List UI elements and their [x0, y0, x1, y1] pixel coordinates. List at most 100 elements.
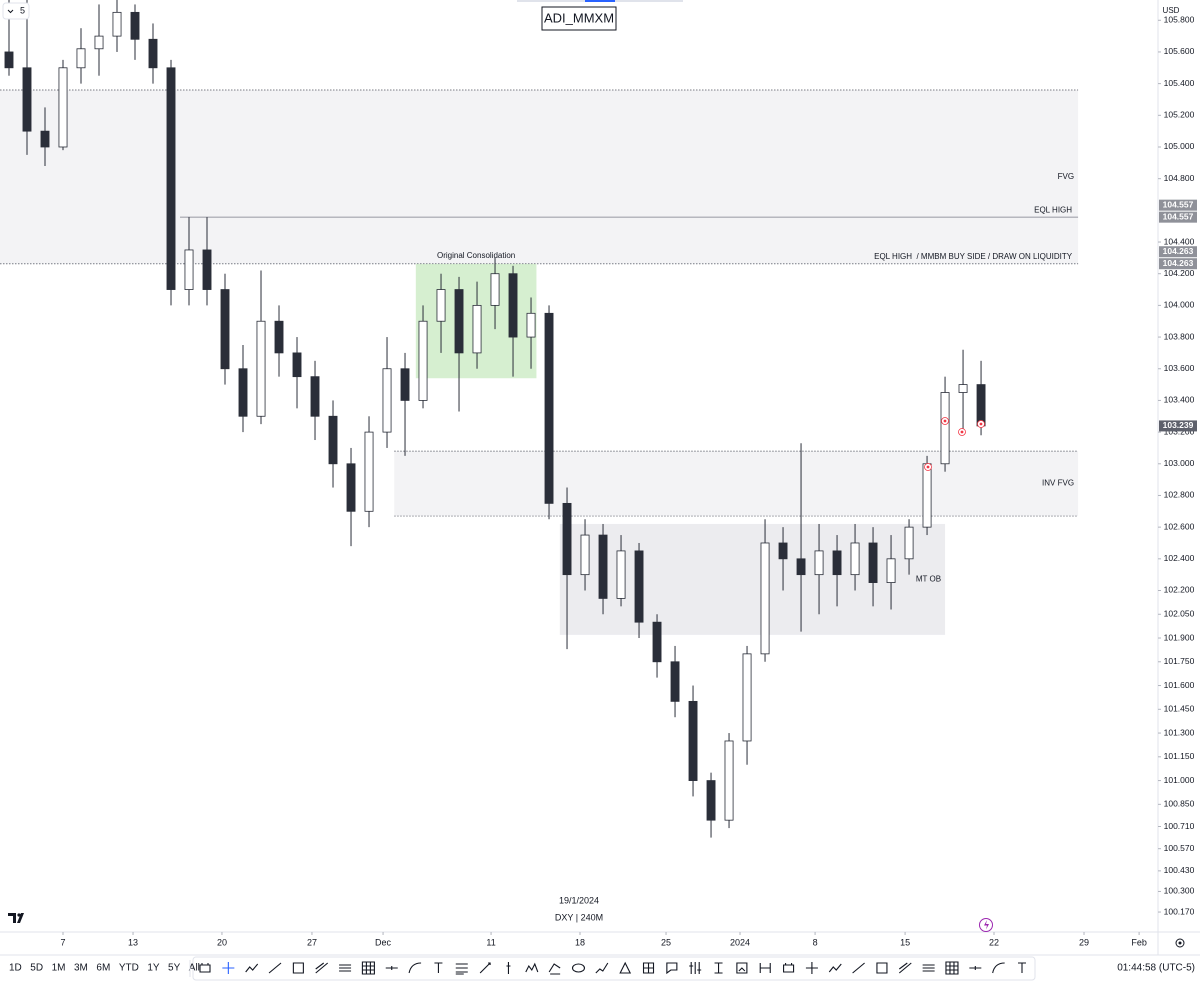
- drawing-tool-icon[interactable]: [714, 962, 723, 974]
- candle-body: [976, 384, 986, 427]
- drawing-tool-icon[interactable]: [759, 963, 771, 973]
- zone: [0, 89, 1079, 264]
- candle-body: [472, 304, 482, 354]
- logo-dot: [17, 913, 21, 917]
- y-tick-label: 102.050: [1164, 609, 1195, 619]
- range-button[interactable]: 1D: [9, 963, 22, 974]
- interval-label[interactable]: 5: [20, 5, 25, 15]
- y-tick-label: 104.000: [1164, 300, 1195, 310]
- drawing-tool-icon[interactable]: [571, 963, 586, 973]
- y-tick-label: 101.600: [1164, 680, 1195, 690]
- candle-body: [94, 35, 104, 50]
- drawing-tool-icon[interactable]: [222, 962, 235, 974]
- drawing-tool-icon[interactable]: [1018, 962, 1026, 973]
- x-tick-label: 7: [60, 937, 65, 947]
- y-tick-label: 102.200: [1164, 585, 1195, 595]
- range-button[interactable]: 5Y: [168, 963, 181, 974]
- candle-body: [310, 376, 320, 417]
- x-tick-label: 20: [217, 937, 227, 947]
- y-tick-label: 102.800: [1164, 490, 1195, 500]
- settings-icon[interactable]: [1175, 938, 1185, 948]
- drawing-tool-icon[interactable]: [361, 961, 375, 975]
- range-button[interactable]: 3M: [74, 963, 88, 974]
- candle-body: [400, 368, 410, 401]
- drawing-tool-icon[interactable]: [783, 963, 795, 973]
- drawing-tool-icon[interactable]: [245, 963, 259, 973]
- drawing-tool-icon[interactable]: [434, 962, 443, 973]
- gear[interactable]: [1175, 938, 1185, 948]
- price-label-text: 104.263: [1163, 258, 1194, 268]
- y-tick-label: 100.300: [1164, 886, 1195, 896]
- drawing-tool-icon[interactable]: [385, 966, 398, 970]
- alert-icon[interactable]: [979, 918, 993, 932]
- drawing-tool-icon[interactable]: [666, 962, 678, 975]
- level-label: EQL HIGH / MMBM BUY SIDE / DRAW ON LIQUI…: [874, 252, 1073, 261]
- drawing-tool-icon[interactable]: [199, 963, 211, 973]
- drawing-tool-icon[interactable]: [992, 962, 1005, 974]
- drawing-tool-icon[interactable]: [805, 962, 818, 974]
- bottom-toolbar: 01:44:58 (UTC-5) 1D 5D 1M 3M 6M YTD 1Y 5Y All: [9, 956, 1195, 981]
- candle-body: [886, 558, 896, 583]
- drawing-tool-icon[interactable]: [922, 964, 935, 972]
- drawing-tool-icon[interactable]: [689, 962, 702, 974]
- y-tick-label: 101.900: [1164, 632, 1195, 642]
- drawing-tool-icon[interactable]: [736, 962, 748, 974]
- price-label-text: 104.263: [1163, 246, 1194, 256]
- drawing-tool-icon[interactable]: [548, 963, 561, 975]
- drawing-tool-icon[interactable]: [408, 962, 422, 974]
- range-button[interactable]: 1Y: [147, 963, 160, 974]
- interval-button[interactable]: 5: [2, 2, 30, 20]
- y-tick-label: 101.300: [1164, 727, 1195, 737]
- range-button[interactable]: 5D: [30, 963, 43, 974]
- currency-label[interactable]: USD: [1163, 6, 1180, 15]
- drawing-tool-icon[interactable]: [898, 962, 912, 974]
- drawing-tool-icon[interactable]: [292, 962, 304, 974]
- candle-body: [76, 48, 86, 69]
- price-label-box: [1159, 211, 1197, 223]
- range-button[interactable]: 6M: [96, 963, 110, 974]
- y-tick-label: 100.430: [1164, 865, 1195, 875]
- candle-body: [652, 621, 662, 663]
- y-tick-label: 100.570: [1164, 843, 1195, 853]
- y-tick-label: 103.800: [1164, 331, 1195, 341]
- range-button[interactable]: All: [189, 963, 200, 974]
- candle-body: [454, 289, 464, 354]
- candle-body: [202, 249, 212, 290]
- plot-area: FVG INV FVG MT OB Original Consolidation EQL…: [0, 0, 1079, 838]
- drawing-tool-icon[interactable]: [828, 963, 842, 973]
- drawing-tool-icon[interactable]: [339, 964, 352, 972]
- drawing-tool-icon[interactable]: [852, 962, 865, 974]
- drawing-tool-icon[interactable]: [455, 963, 468, 975]
- drawing-tool-icon[interactable]: [619, 961, 632, 974]
- interval-box[interactable]: [2, 2, 30, 20]
- x-tick-label: 15: [900, 937, 910, 947]
- drawing-tool-icon[interactable]: [268, 962, 282, 974]
- drawing-tool-icon[interactable]: [945, 961, 959, 975]
- logo[interactable]: [8, 913, 24, 923]
- drawing-tool-icon[interactable]: [479, 962, 491, 974]
- candle-body: [508, 273, 518, 338]
- y-tick-label: 101.150: [1164, 751, 1195, 761]
- drawing-tool-icon[interactable]: [315, 962, 329, 974]
- candle-body: [40, 130, 50, 148]
- candle-body: [688, 700, 698, 781]
- price-label: 104.557: [1159, 211, 1197, 223]
- y-tick-label: 103.000: [1164, 458, 1195, 468]
- candle-body: [832, 550, 842, 576]
- candle-body: [256, 320, 266, 417]
- drawing-tool-icon[interactable]: [595, 962, 609, 974]
- range-button[interactable]: YTD: [119, 963, 139, 974]
- y-tick-label: 104.800: [1164, 173, 1195, 183]
- drawing-tool-icon[interactable]: [506, 962, 511, 974]
- y-tick-label: 101.000: [1164, 775, 1195, 785]
- candle-body: [490, 273, 500, 306]
- y-tick-label: 100.170: [1164, 906, 1195, 916]
- drawing-tool-icon[interactable]: [876, 962, 888, 974]
- candle-body: [274, 320, 284, 354]
- range-button[interactable]: 1M: [52, 963, 66, 974]
- candle-body: [724, 740, 734, 821]
- drawing-tool-icon[interactable]: [969, 966, 982, 970]
- y-tick-label: 104.400: [1164, 236, 1195, 246]
- drawing-tool-icon[interactable]: [525, 962, 539, 973]
- drawing-tool-icon[interactable]: [642, 962, 655, 974]
